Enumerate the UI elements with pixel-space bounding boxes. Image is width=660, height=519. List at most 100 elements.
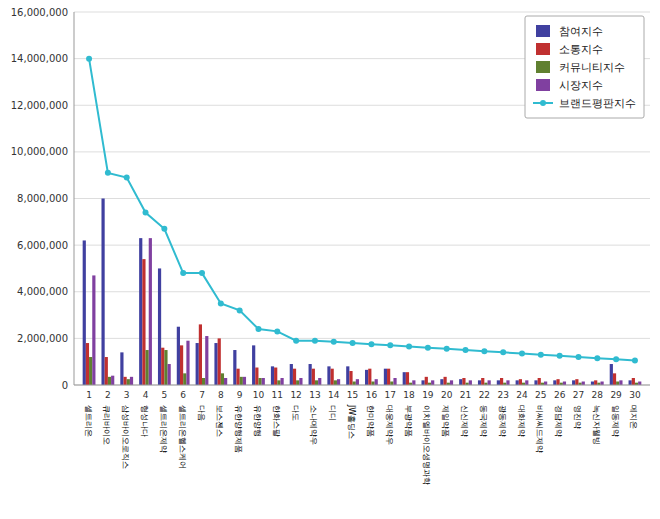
x-tick-label: 12	[290, 390, 301, 400]
line-marker	[368, 341, 374, 347]
grid-line	[74, 151, 650, 152]
grid-line	[74, 12, 650, 13]
grid-line	[74, 198, 650, 199]
bar	[450, 380, 453, 385]
bar	[111, 376, 114, 385]
y-tick-label: 16,000,000	[11, 7, 68, 18]
bar	[202, 378, 205, 385]
line-marker	[463, 347, 469, 353]
legend-label: 커뮤니티지수	[559, 61, 625, 74]
grid	[74, 12, 650, 385]
y-tick-label: 6,000,000	[17, 240, 68, 251]
category-annotation: 대화제약	[517, 405, 526, 437]
line-marker	[124, 175, 130, 181]
bar	[120, 352, 123, 385]
bar	[516, 380, 519, 385]
bar	[462, 378, 465, 385]
x-tick-label: 15	[347, 390, 358, 400]
line-marker	[312, 338, 318, 344]
bar	[164, 350, 167, 385]
line-marker	[237, 307, 243, 313]
legend-swatch	[536, 25, 550, 37]
y-tick-label: 2,000,000	[17, 333, 68, 344]
line-marker	[105, 170, 111, 176]
category-annotation: 한미약품	[366, 405, 375, 437]
legend-label: 참여지수	[559, 25, 603, 38]
bar	[440, 379, 443, 385]
bar	[481, 378, 484, 385]
bar	[299, 378, 302, 385]
bar	[506, 380, 509, 385]
bar	[108, 377, 111, 385]
category-annotation: 셀트리온	[84, 405, 93, 437]
x-tick-label: 6	[180, 390, 186, 400]
x-tick-label: 16	[366, 390, 378, 400]
bar	[224, 378, 227, 385]
bar	[544, 382, 547, 385]
category-annotation: JW홀딩스	[347, 404, 356, 439]
bar	[186, 341, 189, 385]
bar	[277, 380, 280, 385]
category-annotation: 광동제약	[498, 405, 507, 437]
x-tick-label: 5	[161, 390, 167, 400]
x-tick-label: 4	[143, 390, 149, 400]
category-annotation: 셀트리온제약	[159, 405, 168, 453]
bar	[488, 380, 491, 385]
category-annotation: 영진약	[573, 405, 582, 429]
bar	[638, 382, 641, 385]
bar	[89, 357, 92, 385]
category-annotation: 다도	[291, 405, 300, 421]
bar	[127, 379, 130, 385]
legend-swatch	[536, 61, 550, 73]
bar	[296, 380, 299, 385]
legend-label: 소통지수	[559, 43, 603, 56]
x-tick-label: 27	[573, 390, 584, 400]
x-tick-label: 8	[218, 390, 224, 400]
bar	[525, 380, 528, 385]
legend: 참여지수소통지수커뮤니티지수시장지수브랜드평판지수	[525, 16, 644, 118]
y-tick-label: 10,000,000	[11, 146, 68, 157]
line-marker	[331, 339, 337, 345]
line-marker	[274, 328, 280, 334]
bar	[368, 369, 371, 385]
category-annotation: 녹신자웰빙	[592, 405, 601, 445]
category-annotation: 경담제약	[554, 405, 563, 437]
bar	[274, 368, 277, 385]
grid-line	[74, 385, 650, 386]
bar	[444, 377, 447, 385]
bar	[387, 369, 390, 385]
bar	[563, 382, 566, 385]
legend-swatch	[536, 43, 550, 55]
x-tick-label: 22	[479, 390, 490, 400]
bar	[553, 380, 556, 385]
line-marker	[519, 351, 525, 357]
bar	[412, 380, 415, 385]
bar	[177, 327, 180, 385]
y-tick-label: 0	[62, 380, 68, 391]
x-tick-label: 13	[309, 390, 320, 400]
y-tick-label: 4,000,000	[17, 286, 68, 297]
bar	[271, 366, 274, 385]
bar	[161, 348, 164, 385]
line-marker	[293, 338, 299, 344]
bar	[538, 378, 541, 385]
line-marker	[575, 354, 581, 360]
line-marker	[557, 353, 563, 359]
category-annotation: 큐리바이오	[102, 405, 111, 445]
category-annotation: 셀트리온헬스케어	[178, 405, 187, 469]
bar	[180, 345, 183, 385]
x-tick-label: 19	[422, 390, 434, 400]
category-annotation: 부광약품	[404, 405, 413, 437]
bar	[556, 379, 559, 385]
x-tick-label: 1	[86, 390, 92, 400]
bar	[375, 379, 378, 385]
bar	[92, 275, 95, 385]
bar	[309, 364, 312, 385]
line-marker	[425, 345, 431, 351]
bar	[421, 380, 424, 385]
y-tick-label: 14,000,000	[11, 53, 68, 64]
line-marker	[199, 270, 205, 276]
bar	[142, 259, 145, 385]
bar	[149, 238, 152, 385]
category-annotation: 제일약품	[441, 405, 450, 437]
